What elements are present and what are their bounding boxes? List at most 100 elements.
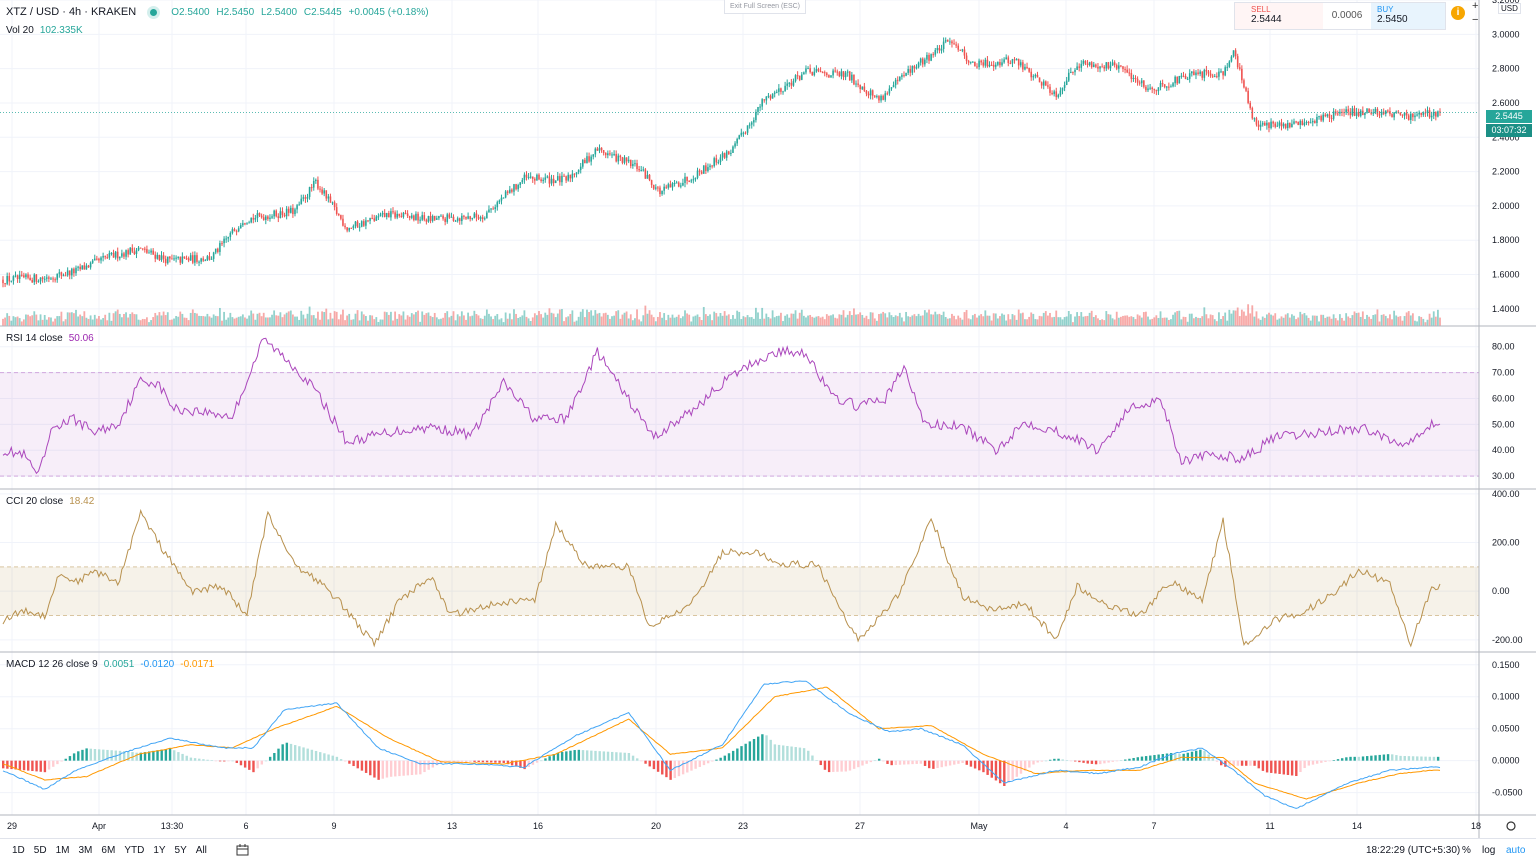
macd-histogram-bar bbox=[1007, 760, 1010, 783]
volume-bar bbox=[540, 314, 542, 326]
exit-fullscreen-button[interactable]: Exit Full Screen (ESC) bbox=[724, 0, 807, 14]
zoom-out-button[interactable]: − bbox=[1472, 14, 1479, 26]
macd-histogram-bar bbox=[1428, 756, 1431, 761]
candle-body bbox=[325, 190, 328, 199]
volume-bar bbox=[548, 308, 551, 326]
volume-bar bbox=[830, 315, 832, 326]
clock[interactable]: 18:22:29 (UTC+5:30) bbox=[1366, 845, 1461, 856]
timeframe-all[interactable]: All bbox=[195, 845, 207, 856]
candle-body bbox=[473, 213, 476, 218]
candle-body bbox=[135, 250, 138, 254]
volume-bar bbox=[212, 314, 215, 326]
candle-body bbox=[442, 215, 444, 219]
auto-toggle[interactable]: auto bbox=[1506, 845, 1526, 856]
timeframe-1d[interactable]: 1D bbox=[12, 845, 25, 856]
volume-bar bbox=[379, 319, 382, 326]
percent-toggle[interactable]: % bbox=[1462, 845, 1471, 856]
volume-bar bbox=[1426, 319, 1429, 326]
zoom-in-button[interactable]: + bbox=[1472, 0, 1479, 12]
timeframe-1m[interactable]: 1M bbox=[55, 845, 70, 856]
volume-bar bbox=[1153, 317, 1156, 326]
timeframe-ytd[interactable]: YTD bbox=[124, 845, 145, 856]
log-toggle[interactable]: log bbox=[1482, 845, 1496, 856]
currency-label[interactable]: USD bbox=[1498, 3, 1521, 14]
macd-label[interactable]: MACD 12 26 close 9 bbox=[6, 659, 98, 670]
candle-body bbox=[8, 275, 11, 282]
candle-body bbox=[609, 153, 611, 155]
candle-body bbox=[139, 247, 142, 249]
candle-body bbox=[292, 207, 294, 215]
candle-body bbox=[1405, 112, 1408, 116]
volume-bar bbox=[310, 315, 313, 326]
chart-canvas[interactable]: 29Apr13:30691316202327May471114183.20003… bbox=[0, 0, 1536, 838]
macd-histogram-bar bbox=[306, 748, 309, 761]
candle-body bbox=[346, 227, 348, 231]
timeframe-5d[interactable]: 5D bbox=[33, 845, 47, 856]
volume-bar bbox=[1437, 309, 1439, 326]
macd-histogram-bar bbox=[581, 750, 585, 761]
timeframe-6m[interactable]: 6M bbox=[101, 845, 116, 856]
volume-bar bbox=[281, 317, 284, 326]
volume-bar bbox=[598, 312, 601, 326]
volume-bar bbox=[892, 316, 895, 326]
candle-body bbox=[388, 213, 390, 218]
candle-body bbox=[89, 262, 92, 268]
goto-date-icon[interactable] bbox=[236, 844, 250, 856]
volume-label[interactable]: Vol 20 bbox=[6, 25, 34, 36]
sell-button[interactable]: SELL 2.5444 bbox=[1235, 3, 1323, 29]
volume-bar bbox=[210, 317, 213, 326]
macd-histogram-bar bbox=[64, 758, 67, 761]
volume-bar bbox=[996, 318, 999, 326]
candle-body bbox=[911, 66, 914, 73]
candle-body bbox=[625, 157, 628, 162]
buy-price: 2.5450 bbox=[1377, 14, 1408, 25]
candle-body bbox=[43, 278, 46, 280]
rsi-label[interactable]: RSI 14 close bbox=[6, 333, 63, 344]
volume-bar bbox=[118, 313, 121, 326]
candle-body bbox=[127, 250, 129, 255]
volume-bar bbox=[1024, 319, 1026, 326]
cci-label[interactable]: CCI 20 close bbox=[6, 496, 64, 507]
volume-bar bbox=[663, 313, 666, 326]
macd-histogram-bar bbox=[715, 759, 718, 761]
macd-histogram-bar bbox=[1107, 760, 1110, 763]
candle-body bbox=[250, 217, 252, 223]
candle-body bbox=[531, 176, 534, 179]
volume-bar bbox=[473, 310, 476, 326]
volume-bar bbox=[150, 320, 152, 326]
candle-body bbox=[179, 256, 182, 263]
candle-body bbox=[260, 215, 263, 218]
volume-bar bbox=[1211, 315, 1214, 326]
macd-histogram-bar bbox=[1274, 760, 1277, 774]
candle-body bbox=[327, 196, 330, 199]
timeframe-3m[interactable]: 3M bbox=[78, 845, 93, 856]
volume-bar bbox=[873, 318, 876, 326]
candle-body bbox=[492, 208, 494, 210]
candle-body bbox=[615, 153, 617, 162]
candle-body bbox=[233, 229, 236, 232]
candle-body bbox=[967, 61, 970, 63]
volume-bar bbox=[1257, 318, 1260, 326]
candle-body bbox=[204, 260, 207, 262]
info-icon[interactable]: i bbox=[1451, 6, 1465, 20]
volume-bar bbox=[961, 319, 964, 326]
volume-bar bbox=[784, 315, 787, 326]
timeframe-5y[interactable]: 5Y bbox=[174, 845, 187, 856]
volume-bar bbox=[129, 313, 132, 326]
volume-bar bbox=[533, 313, 536, 326]
volume-bar bbox=[596, 313, 599, 326]
volume-bar bbox=[1232, 310, 1235, 326]
macd-histogram-bar bbox=[293, 745, 297, 761]
macd-histogram-bar bbox=[515, 760, 518, 767]
settings-gear-icon[interactable] bbox=[1506, 821, 1516, 831]
volume-bar bbox=[294, 316, 296, 326]
timeframe-1y[interactable]: 1Y bbox=[153, 845, 166, 856]
candle-body bbox=[129, 247, 132, 255]
buy-button[interactable]: BUY 2.5450 bbox=[1371, 3, 1445, 29]
symbol-title[interactable]: XTZ / USD · 4h · KRAKEN bbox=[6, 6, 137, 18]
candle-body bbox=[1090, 62, 1093, 68]
candle-body bbox=[1241, 68, 1243, 81]
candle-body bbox=[815, 69, 818, 72]
candle-body bbox=[1251, 108, 1254, 119]
volume-bar bbox=[1434, 316, 1437, 326]
